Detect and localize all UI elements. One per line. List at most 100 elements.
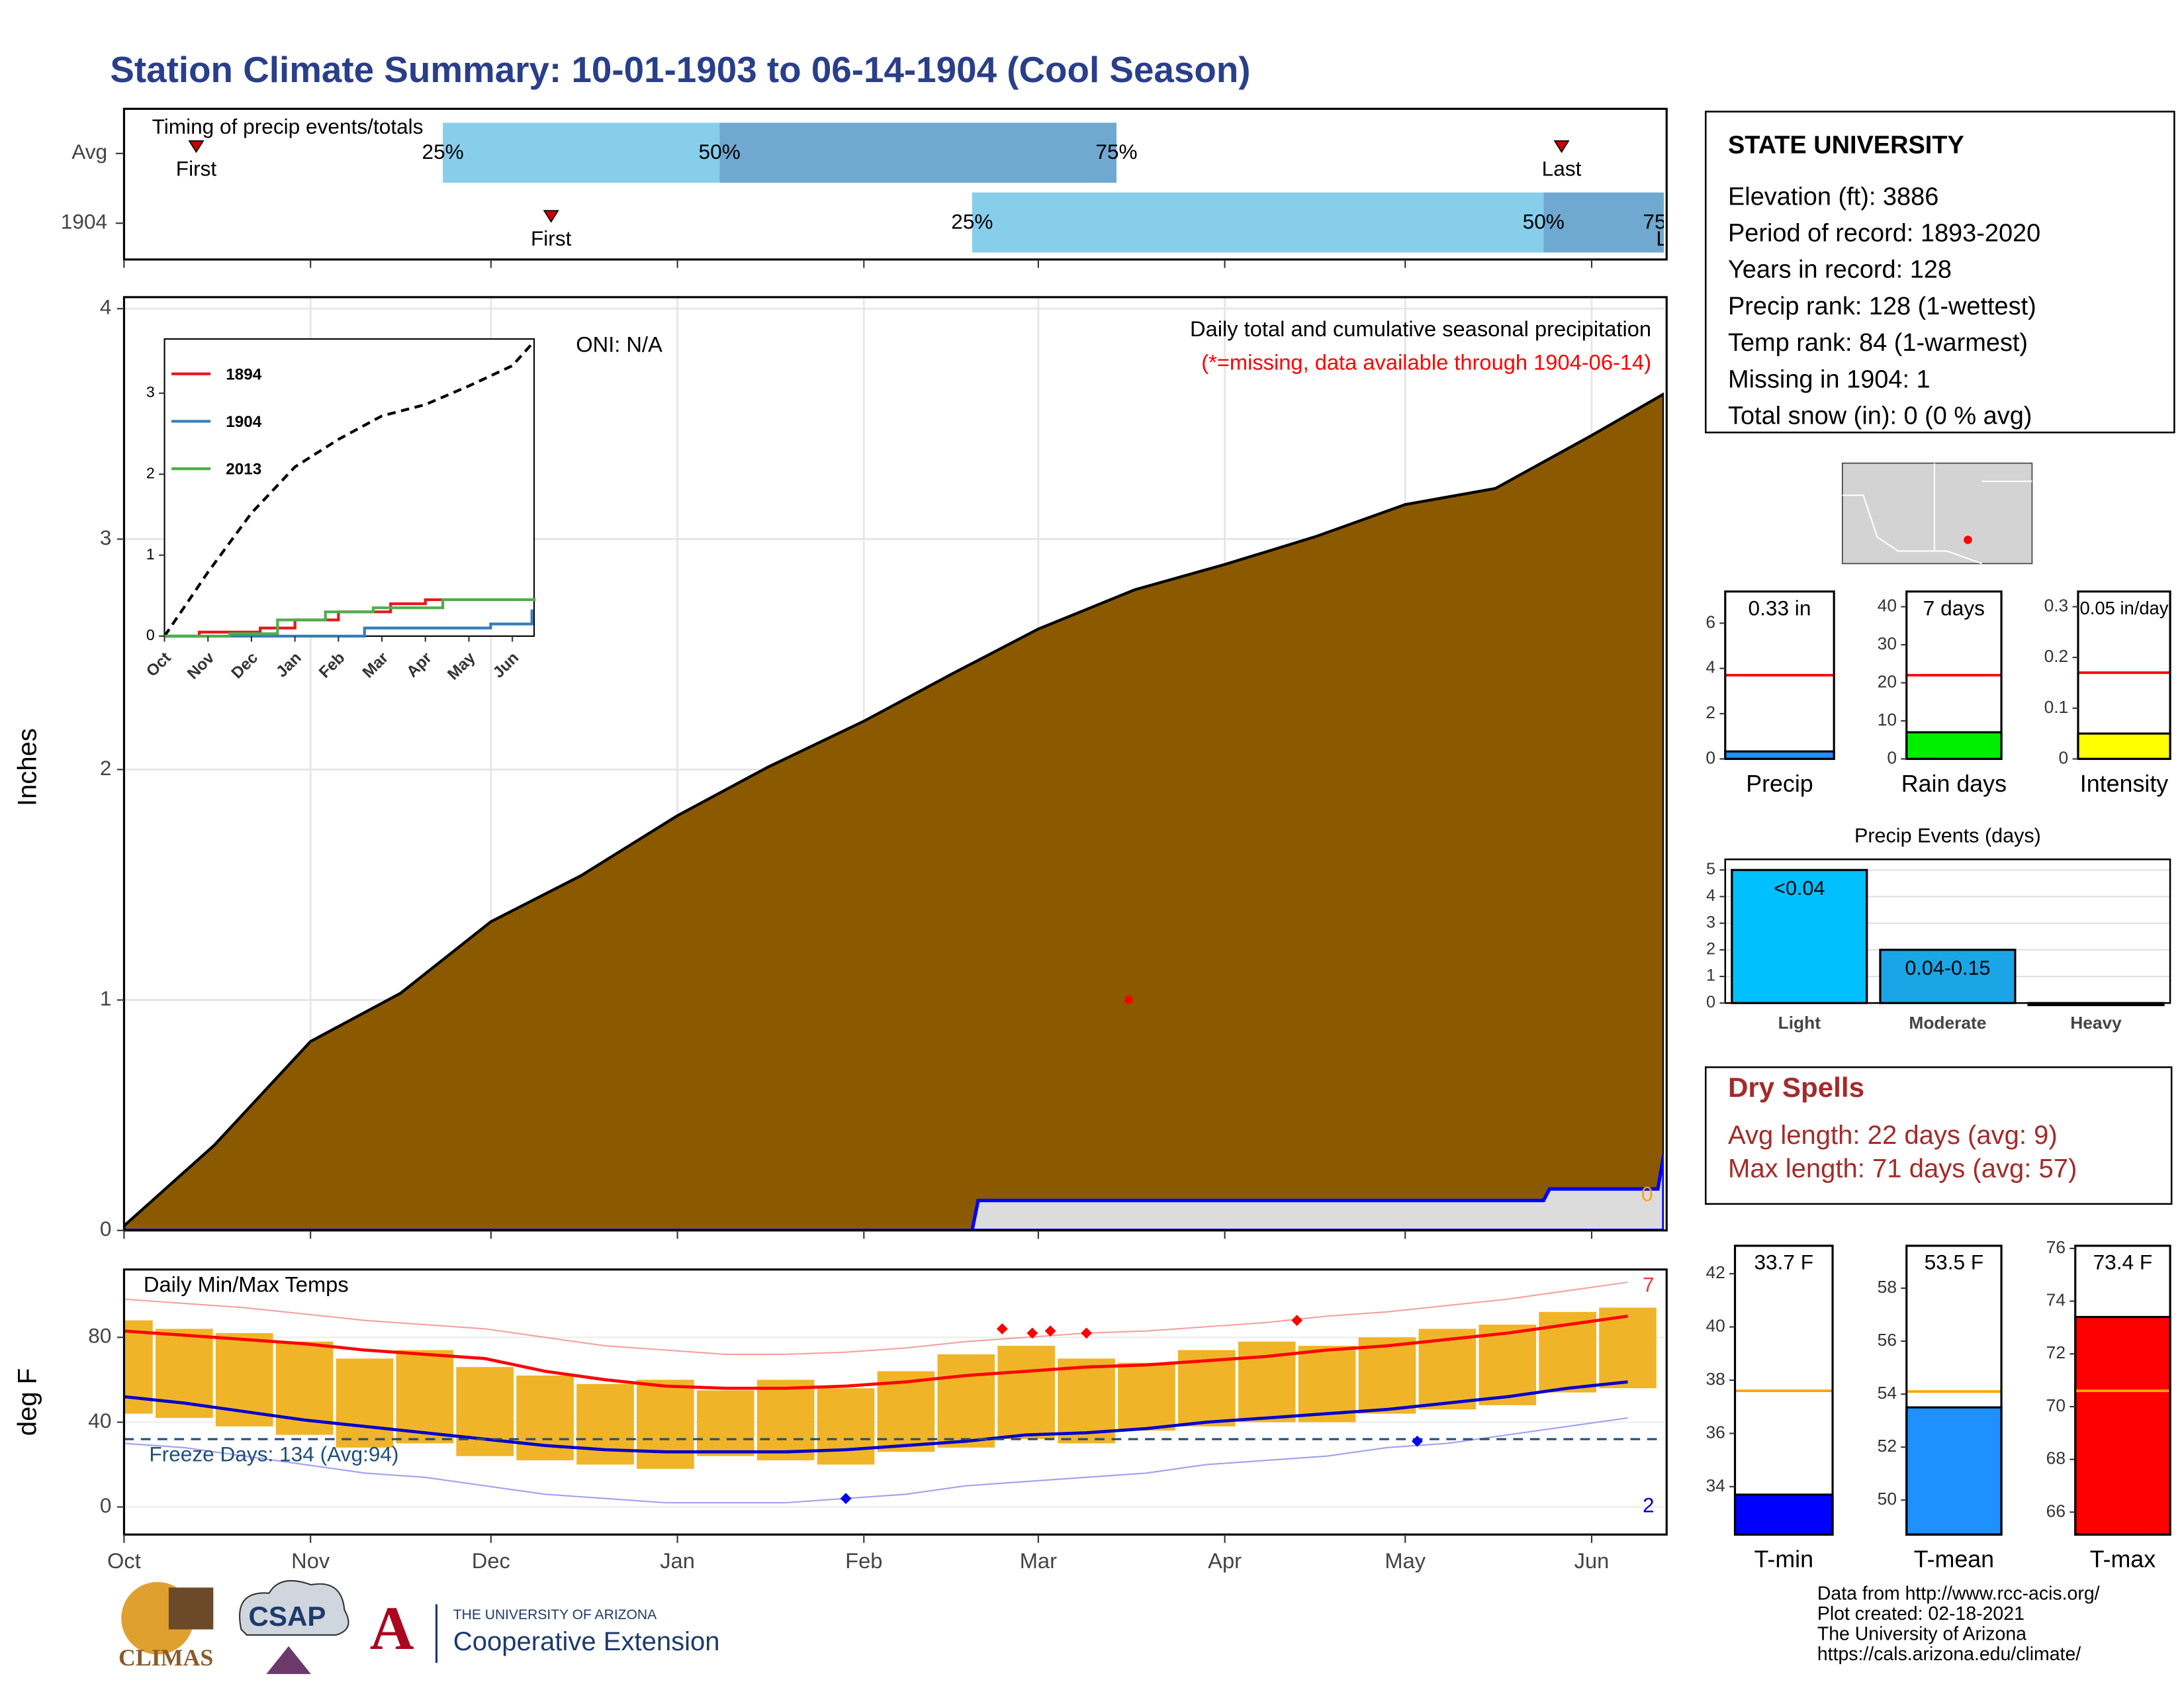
y-tick-label: 2 (100, 756, 112, 780)
y-tick-label: 4 (1706, 657, 1715, 677)
value-label: 73.4 F (2093, 1250, 2153, 1274)
y-tick-label: 0 (1887, 747, 1897, 767)
temp-range-bar (1298, 1346, 1356, 1423)
y-tick-label: 4 (100, 295, 112, 319)
dry-spells-box (1705, 1066, 2173, 1205)
temp-range-bar (756, 1380, 815, 1461)
y-tick-label: 1 (100, 986, 112, 1010)
panel-frame (1724, 858, 2171, 1004)
category-label: Moderate (1909, 1013, 1986, 1033)
y-tick-label: 36 (1706, 1422, 1725, 1442)
value-label: 33.7 F (1754, 1250, 1813, 1274)
record-point (1026, 1327, 1038, 1339)
record-point (1291, 1315, 1303, 1327)
temp-range-bar (1479, 1325, 1537, 1405)
event-marker (1553, 140, 1570, 154)
temp-range-bar (1358, 1337, 1416, 1414)
cumulative-area (124, 392, 1664, 1231)
y-tick-label: 50 (1878, 1489, 1897, 1509)
record-point (1411, 1435, 1423, 1447)
csap-cloud (239, 1579, 349, 1636)
category-label: T-max (2090, 1546, 2156, 1573)
quartile-label: 50% (699, 140, 741, 164)
x-tick-label: Feb (845, 1548, 882, 1573)
mini-frame (2074, 1244, 2171, 1536)
y-tick-label: 1 (146, 545, 155, 563)
logos: CLIMAS CSAP A THE UNIVERSITY OF ARIZONA … (118, 1579, 720, 1674)
y-tick-label: 0 (100, 1217, 112, 1241)
quartile-bar (443, 122, 720, 183)
chart-note: (*=missing, data available through 1904-… (1201, 350, 1651, 375)
credit-line: Plot created: 02-18-2021 (1817, 1603, 2025, 1624)
quartile-label: 25% (422, 140, 463, 164)
category-label: Heavy (2070, 1013, 2122, 1033)
legend-label: 2013 (226, 461, 261, 479)
average-area (124, 1154, 1664, 1231)
mini-bg (2077, 591, 2171, 759)
bar (1879, 949, 2017, 1004)
avg-max-line (124, 1314, 1628, 1390)
temp-range-bar (696, 1390, 754, 1456)
timing-bars: 25% 50% 75% First Last 25% 50% 75% First Last (176, 122, 1696, 253)
station-line: Years in record: 128 (1728, 256, 1952, 284)
corner-label: 0 (1641, 1182, 1653, 1205)
inset-frame (163, 338, 535, 637)
y-tick-label: 70 (2046, 1395, 2066, 1415)
y-tick-label: 42 (1706, 1262, 1725, 1282)
y-tick-label: 0 (1706, 993, 1715, 1011)
row-label: Avg (71, 140, 107, 164)
station-line: Temp rank: 84 (1-warmest) (1728, 329, 2028, 357)
category-label: Intensity (2080, 771, 2168, 797)
temp-range-bar (997, 1346, 1056, 1440)
y-tick-label: 30 (1878, 633, 1897, 653)
y-axis-label: Inches (13, 728, 42, 806)
missing-marker (1124, 996, 1133, 1004)
event-marker (543, 210, 559, 223)
y-tick-label: 34 (1706, 1476, 1725, 1495)
temp-range-bar (1599, 1307, 1657, 1389)
credit-line: https://cals.arizona.edu/climate/ (1817, 1644, 2081, 1665)
ua-logo: A (370, 1595, 414, 1663)
temp-range-bar (1058, 1358, 1115, 1444)
y-tick-label: 40 (88, 1409, 111, 1432)
inset-line (164, 598, 536, 638)
y-tick-label: 3 (146, 383, 155, 400)
y-tick-label: 66 (2046, 1501, 2066, 1521)
bar (2077, 732, 2171, 761)
y-tick-label: 54 (1878, 1383, 1897, 1403)
mini-frame (1724, 590, 1835, 761)
annotation: ONI: N/A (576, 332, 662, 356)
climas-text: CLIMAS (118, 1644, 213, 1671)
event-label: Last (1656, 226, 1696, 250)
climas-logo-shape (168, 1587, 214, 1630)
x-tick-label: Mar (1020, 1548, 1057, 1573)
quartile-label: 25% (951, 210, 993, 234)
x-tick-label: Nov (291, 1548, 330, 1573)
bar (1905, 731, 2003, 761)
station-location (1964, 536, 1972, 544)
quartile-bar (719, 122, 1117, 183)
y-tick-label: 2 (146, 464, 155, 481)
value-label: 0.33 in (1749, 596, 1811, 620)
station-line: Period of record: 1893-2020 (1728, 219, 2040, 247)
y-tick-label: 40 (1706, 1316, 1725, 1336)
value-label: 53.5 F (1925, 1250, 1984, 1274)
mini-frame (2077, 590, 2171, 761)
y-tick-label: 0 (100, 1493, 112, 1517)
event-label: First (176, 156, 217, 180)
record-min-line (124, 1417, 1628, 1504)
panel-title: Daily Min/Max Temps (144, 1272, 349, 1297)
x-tick-label: May (1385, 1548, 1426, 1573)
freeze-label: Freeze Days: 134 (Avg:94) (149, 1442, 398, 1466)
inset-line (164, 609, 533, 638)
chart-title: Daily total and cumulative seasonal prec… (1190, 316, 1651, 341)
legend-label: 1894 (226, 365, 261, 383)
record-point (1081, 1327, 1092, 1339)
value-label: 0.05 in/day (2080, 598, 2169, 618)
temp-range-bar (396, 1350, 454, 1444)
bar (1731, 868, 1868, 1004)
page-title: Station Climate Summary: 10-01-1903 to 0… (110, 49, 1250, 90)
record-point (996, 1323, 1008, 1335)
station-line: Elevation (ft): 3886 (1728, 183, 1938, 211)
